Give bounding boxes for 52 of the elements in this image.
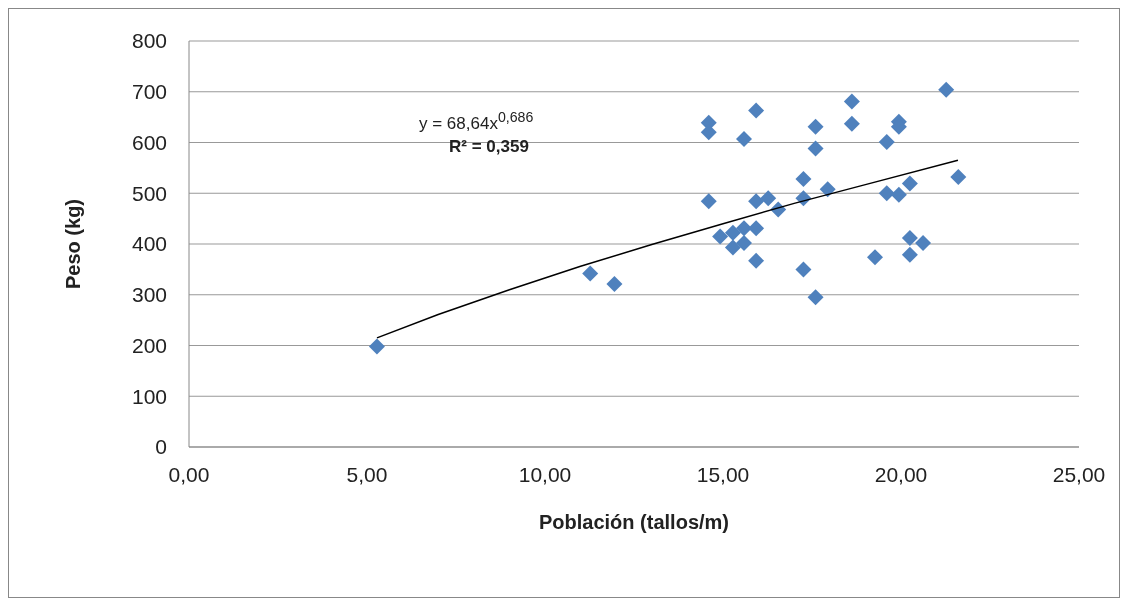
point (938, 81, 955, 98)
annotation: y = 68,64x$^{0,686}$ (419, 109, 534, 134)
y-tick-label: 400 (131, 232, 167, 256)
y-tick-label: 300 (131, 283, 167, 307)
point (368, 338, 385, 355)
point (807, 289, 824, 306)
point (748, 252, 765, 269)
point (606, 276, 623, 293)
point (867, 249, 884, 266)
point (807, 118, 824, 135)
point (843, 115, 860, 132)
point (795, 261, 812, 278)
point (901, 229, 918, 246)
point (819, 181, 836, 198)
annotation: R² = 0,359 (449, 137, 529, 157)
y-axis-title: Peso (kg) (62, 198, 85, 290)
x-axis-title: Población (tallos/m) (538, 511, 730, 533)
point (748, 193, 765, 210)
point (915, 234, 932, 251)
point (712, 228, 729, 245)
x-tick-label: 20,00 (874, 462, 928, 486)
x-tick-label: 25,00 (1052, 462, 1106, 486)
point (878, 185, 895, 202)
y-tick-label: 100 (131, 384, 167, 408)
y-tick-label: 600 (131, 130, 167, 154)
x-tick-label: 5,00 (346, 462, 388, 486)
point (901, 175, 918, 192)
x-tick-label: 10,00 (518, 462, 572, 486)
y-tick-label: 700 (131, 80, 167, 104)
point (724, 224, 741, 241)
y-tick-label: 200 (131, 333, 167, 357)
y-tick-label: 800 (131, 29, 167, 53)
point (878, 133, 895, 150)
point (807, 140, 824, 157)
point (582, 265, 599, 282)
point (700, 193, 717, 210)
y-tick-label: 500 (131, 181, 167, 205)
point (736, 234, 752, 251)
point (748, 102, 765, 119)
point (843, 93, 860, 110)
point (950, 169, 967, 186)
point (795, 171, 812, 188)
point (736, 220, 752, 237)
point (890, 186, 907, 203)
point (760, 190, 777, 207)
point (901, 246, 918, 263)
y-tick-label: 0 (155, 435, 167, 459)
point (748, 220, 765, 237)
point (724, 239, 741, 256)
point (736, 130, 752, 147)
x-tick-label: 15,00 (696, 462, 750, 486)
x-tick-label: 0,00 (168, 462, 210, 486)
